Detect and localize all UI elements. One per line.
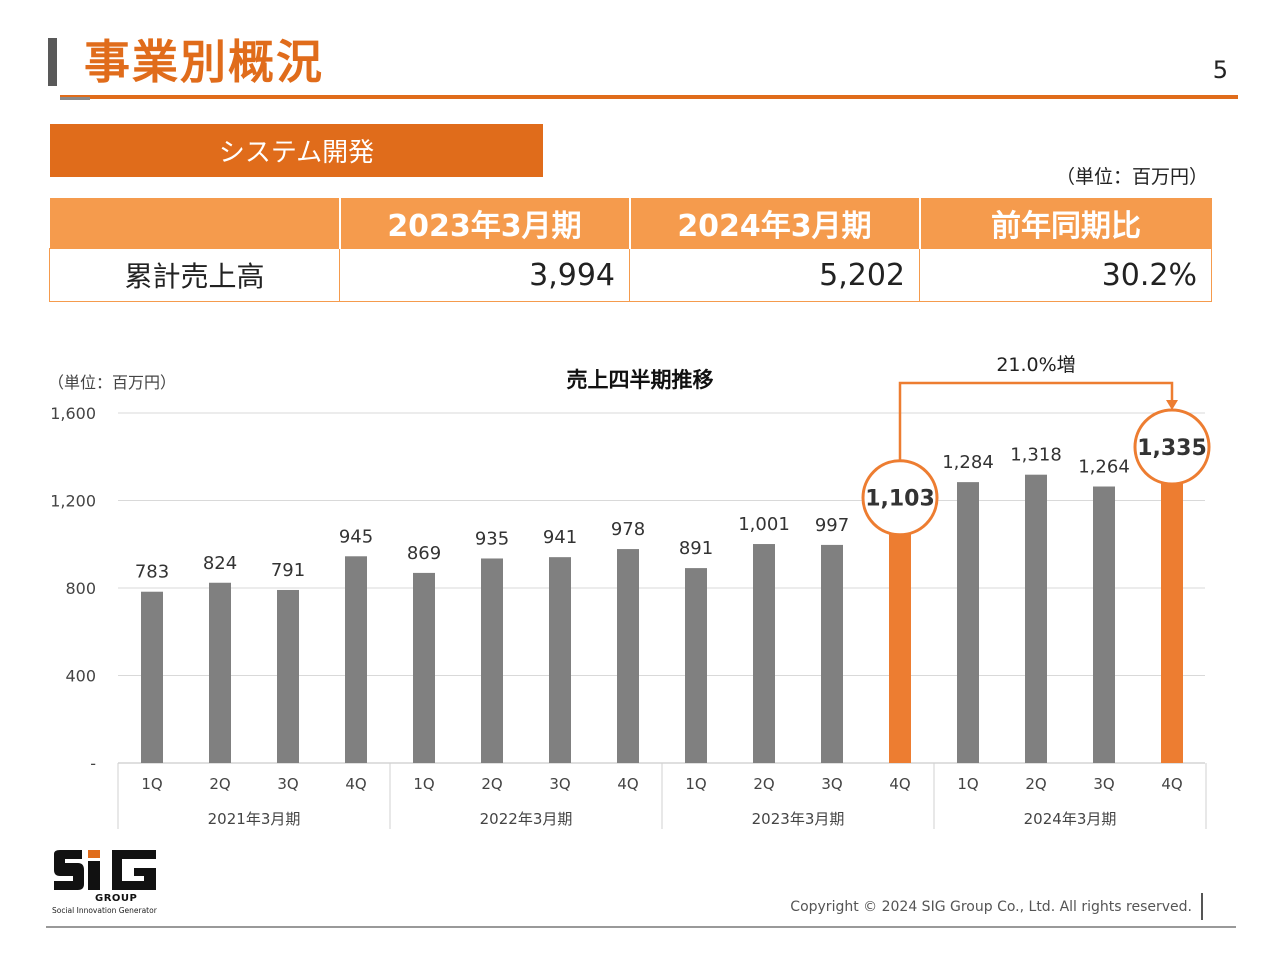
growth-arrow-head — [1166, 399, 1178, 410]
summary-header-fy2024: 2024年3月期 — [628, 198, 920, 249]
data-label: 1,284 — [942, 452, 994, 473]
x-tick-label: 1Q — [957, 775, 978, 793]
summary-row-label: 累計売上高 — [49, 248, 340, 302]
sig-logo-icon — [54, 850, 156, 890]
bar — [413, 572, 435, 763]
bar — [1025, 474, 1047, 763]
bar — [277, 589, 299, 763]
summary-table: 2023年3月期 2024年3月期 前年同期比 累計売上高 3,994 5,20… — [49, 198, 1212, 302]
y-tick-label: 400 — [65, 667, 96, 686]
data-label: 935 — [475, 528, 509, 549]
x-tick-label: 1Q — [685, 775, 706, 793]
bar — [753, 544, 775, 763]
x-tick-label: 3Q — [549, 775, 570, 793]
bar — [889, 521, 911, 763]
summary-value-yoy: 30.2% — [919, 248, 1212, 302]
x-tick-label: 2Q — [209, 775, 230, 793]
x-tick-label: 3Q — [1093, 775, 1114, 793]
x-tick-label: 4Q — [889, 775, 910, 793]
data-label: 945 — [339, 526, 373, 547]
summary-header-row: 2023年3月期 2024年3月期 前年同期比 — [49, 198, 1212, 249]
title-accent-bar — [48, 38, 57, 86]
title-underline — [60, 95, 1238, 99]
summary-value-fy2024: 5,202 — [629, 248, 920, 302]
data-label: 891 — [679, 538, 713, 559]
x-tick-label: 4Q — [345, 775, 366, 793]
logo-group-text: GROUP — [95, 893, 138, 904]
data-label: 869 — [407, 543, 441, 564]
data-label: 824 — [203, 553, 237, 574]
bar — [345, 556, 367, 763]
bar — [957, 482, 979, 763]
bar — [1093, 486, 1115, 763]
x-tick-label: 2Q — [753, 775, 774, 793]
data-label: 941 — [543, 527, 577, 548]
bar — [685, 568, 707, 763]
chart-title: 売上四半期推移 — [566, 368, 714, 392]
bar — [549, 557, 571, 763]
segment-label: システム開発 — [50, 124, 543, 177]
data-label: 997 — [815, 515, 849, 536]
summary-header-blank — [49, 198, 340, 249]
footer-divider — [46, 926, 1236, 928]
bar — [1161, 470, 1183, 763]
bar — [209, 582, 231, 763]
group-label: 2024年3月期 — [1024, 810, 1117, 828]
y-tick-label: 1,200 — [50, 492, 96, 511]
bar — [821, 544, 843, 763]
chart-unit-label: （単位：百万円） — [48, 373, 177, 392]
growth-annotation: 21.0%増 — [996, 354, 1075, 376]
group-label: 2022年3月期 — [480, 810, 573, 828]
bar — [481, 558, 503, 763]
x-tick-label: 3Q — [277, 775, 298, 793]
y-tick-label: - — [90, 754, 96, 773]
page-title: 事業別概況 — [84, 35, 324, 89]
x-tick-label: 1Q — [141, 775, 162, 793]
summary-header-yoy: 前年同期比 — [918, 198, 1212, 249]
data-label: 1,103 — [865, 487, 935, 512]
x-tick-label: 2Q — [481, 775, 502, 793]
bar — [141, 591, 163, 763]
summary-header-fy2023: 2023年3月期 — [338, 198, 630, 249]
data-label: 1,318 — [1010, 445, 1062, 466]
data-label: 1,335 — [1137, 436, 1207, 461]
page-number: 5 — [1212, 56, 1228, 84]
bar — [617, 549, 639, 763]
x-tick-label: 4Q — [1161, 775, 1182, 793]
y-tick-label: 800 — [65, 579, 96, 598]
title-underline-accent — [60, 97, 90, 100]
data-label: 1,264 — [1078, 457, 1130, 478]
group-label: 2023年3月期 — [752, 810, 845, 828]
summary-row-cumulative-sales: 累計売上高 3,994 5,202 30.2% — [49, 248, 1212, 302]
logo-tagline: Social Innovation Generator — [52, 906, 157, 915]
table-unit-label: （単位：百万円） — [1055, 166, 1208, 188]
data-label: 978 — [611, 519, 645, 540]
y-tick-label: 1,600 — [50, 404, 96, 423]
growth-arrow-line — [898, 381, 1174, 461]
data-label: 791 — [271, 560, 305, 581]
x-tick-label: 4Q — [617, 775, 638, 793]
x-tick-label: 3Q — [821, 775, 842, 793]
quarterly-sales-chart: - 400 800 1,200 1,600 783 1Q 824 2Q 791 3Q 945 4Q 869… — [50, 354, 1211, 829]
summary-value-fy2023: 3,994 — [339, 248, 630, 302]
copyright-separator — [1201, 893, 1203, 920]
data-label: 1,001 — [738, 514, 790, 535]
copyright-text: Copyright © 2024 SIG Group Co., Ltd. All… — [790, 899, 1192, 915]
data-label: 783 — [135, 562, 169, 583]
group-label: 2021年3月期 — [208, 810, 301, 828]
x-tick-label: 1Q — [413, 775, 434, 793]
x-tick-label: 2Q — [1025, 775, 1046, 793]
